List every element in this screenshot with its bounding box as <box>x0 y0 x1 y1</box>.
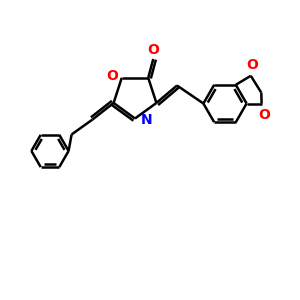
Text: N: N <box>140 113 152 127</box>
Text: O: O <box>246 58 258 72</box>
Text: O: O <box>258 108 270 122</box>
Text: O: O <box>147 43 159 57</box>
Text: O: O <box>106 69 118 83</box>
